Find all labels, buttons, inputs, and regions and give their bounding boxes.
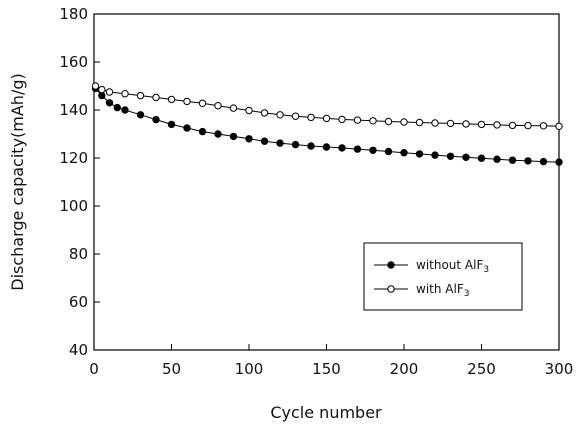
y-tick-label: 60 [69, 293, 88, 311]
data-point [136, 111, 145, 119]
data-point [183, 97, 191, 106]
data-point [555, 158, 563, 166]
data-point [105, 99, 114, 107]
series-layer [91, 82, 563, 166]
data-point [462, 153, 470, 162]
data-point [214, 102, 222, 110]
data-point [446, 119, 455, 128]
data-point [198, 127, 207, 136]
data-point [291, 140, 300, 149]
y-tick-label: 120 [59, 149, 88, 167]
y-tick-label: 180 [59, 5, 88, 23]
data-point [369, 117, 377, 125]
x-tick-label: 200 [390, 360, 419, 378]
legend-label: without AlF3 [416, 258, 489, 275]
x-tick-label: 300 [545, 360, 574, 378]
data-point [493, 121, 501, 129]
data-point [105, 88, 114, 96]
y-tick-label: 40 [69, 341, 88, 359]
data-point [307, 142, 315, 150]
legend-box [363, 242, 523, 311]
x-tick-label: 250 [467, 360, 496, 378]
y-tick-label: 140 [59, 101, 88, 119]
x-tick-label: 50 [162, 360, 181, 378]
data-point [121, 106, 129, 114]
legend-swatch-marker [387, 261, 395, 269]
data-point [121, 90, 129, 98]
data-point [98, 85, 106, 94]
data-point [353, 145, 362, 153]
legend-label-main: with AlF [416, 282, 464, 296]
data-point [477, 120, 486, 129]
x-tick-label: 0 [89, 360, 99, 378]
data-point [322, 114, 331, 123]
data-point [167, 95, 176, 104]
data-point [539, 157, 548, 166]
data-point [400, 118, 408, 126]
data-point [431, 151, 439, 159]
data-point [183, 124, 191, 132]
data-point [415, 118, 424, 127]
data-point [245, 106, 253, 115]
data-point [152, 115, 160, 124]
data-point [524, 157, 532, 165]
data-point [539, 122, 548, 130]
data-point [369, 146, 377, 155]
data-point [113, 103, 122, 112]
legend-label-main: without AlF [416, 258, 483, 272]
y-tick-label: 100 [59, 197, 88, 215]
data-point [462, 120, 470, 128]
data-point [260, 109, 269, 117]
data-point [307, 113, 315, 122]
data-point [493, 155, 501, 163]
data-point [167, 120, 176, 129]
y-tick-label: 80 [69, 245, 88, 263]
data-point [384, 147, 393, 156]
data-point [353, 116, 362, 124]
data-point [555, 122, 563, 131]
legend-label-subscript: 3 [483, 265, 489, 275]
data-point [322, 143, 331, 151]
data-point [477, 154, 486, 162]
series-line-0 [95, 88, 560, 163]
legend-swatch-marker [387, 285, 395, 293]
legend-label: with AlF3 [416, 282, 469, 299]
data-point [198, 99, 207, 108]
x-axis-title: Cycle number [270, 403, 382, 422]
data-point [446, 152, 455, 161]
data-point [508, 156, 517, 164]
legend-label-subscript: 3 [464, 289, 470, 299]
data-point [431, 119, 439, 127]
data-point [136, 91, 145, 100]
y-axis-title: Discharge capacity(mAh/g) [8, 73, 27, 290]
data-point [91, 82, 100, 90]
axis-ticks: 0 50 100 150 200 250 300 40 60 80 100 120 140 160 180 [59, 5, 573, 378]
data-point [229, 132, 238, 141]
data-point [98, 91, 106, 100]
y-tick-label: 160 [59, 53, 88, 71]
x-tick-label: 150 [312, 360, 341, 378]
x-tick-label: 100 [235, 360, 264, 378]
data-point [400, 149, 408, 157]
data-point [508, 121, 517, 130]
data-point [276, 111, 284, 119]
data-point [338, 115, 346, 124]
data-point [276, 139, 284, 147]
data-point [214, 130, 222, 138]
data-point [384, 117, 393, 126]
data-point [524, 121, 532, 130]
data-point [245, 135, 253, 143]
data-point [415, 150, 424, 158]
data-point [291, 112, 300, 120]
data-point [338, 144, 346, 152]
data-point [229, 104, 238, 112]
data-point [260, 137, 269, 145]
data-point [152, 93, 160, 102]
